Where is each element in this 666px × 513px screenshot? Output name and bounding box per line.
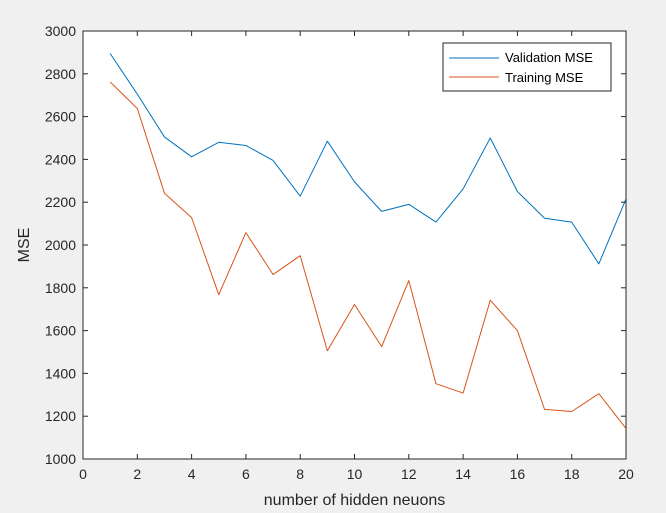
y-tick-label: 2800 <box>45 66 76 82</box>
x-tick-label: 12 <box>401 466 417 482</box>
plot-area <box>83 31 626 459</box>
x-tick-label: 0 <box>79 466 87 482</box>
x-axis-label: number of hidden neuons <box>264 492 445 509</box>
y-axis-label: MSE <box>16 228 33 263</box>
legend-label-validation: Validation MSE <box>505 50 593 65</box>
y-tick-label: 1600 <box>45 323 76 339</box>
y-tick-label: 1400 <box>45 365 76 381</box>
y-tick-label: 2000 <box>45 237 76 253</box>
x-tick-label: 6 <box>242 466 250 482</box>
y-tick-label: 2600 <box>45 109 76 125</box>
y-axis-ticks: 1000 1200 1400 1600 1800 2000 2200 2400 2600 2800… <box>45 23 626 467</box>
legend-box <box>442 42 612 92</box>
validation-mse-line <box>109 53 627 265</box>
x-tick-label: 16 <box>510 466 526 482</box>
x-tick-label: 4 <box>188 466 196 482</box>
y-tick-label: 1000 <box>45 451 76 467</box>
x-tick-label: 14 <box>455 466 471 482</box>
x-tick-label: 2 <box>133 466 141 482</box>
x-tick-label: 20 <box>618 466 634 482</box>
y-tick-label: 1800 <box>45 280 76 296</box>
y-tick-label: 2200 <box>45 194 76 210</box>
legend: Validation MSE Training MSE <box>442 42 612 92</box>
y-tick-label: 2400 <box>45 151 76 167</box>
y-tick-label: 3000 <box>45 23 76 39</box>
x-tick-label: 18 <box>564 466 580 482</box>
legend-label-training: Training MSE <box>505 70 584 85</box>
series-layer <box>109 53 627 429</box>
training-mse-line <box>109 81 627 429</box>
x-tick-label: 8 <box>296 466 304 482</box>
y-tick-label: 1200 <box>45 408 76 424</box>
x-axis-ticks: 0 2 4 6 8 10 12 14 16 18 20 <box>79 31 634 482</box>
x-tick-label: 10 <box>347 466 363 482</box>
